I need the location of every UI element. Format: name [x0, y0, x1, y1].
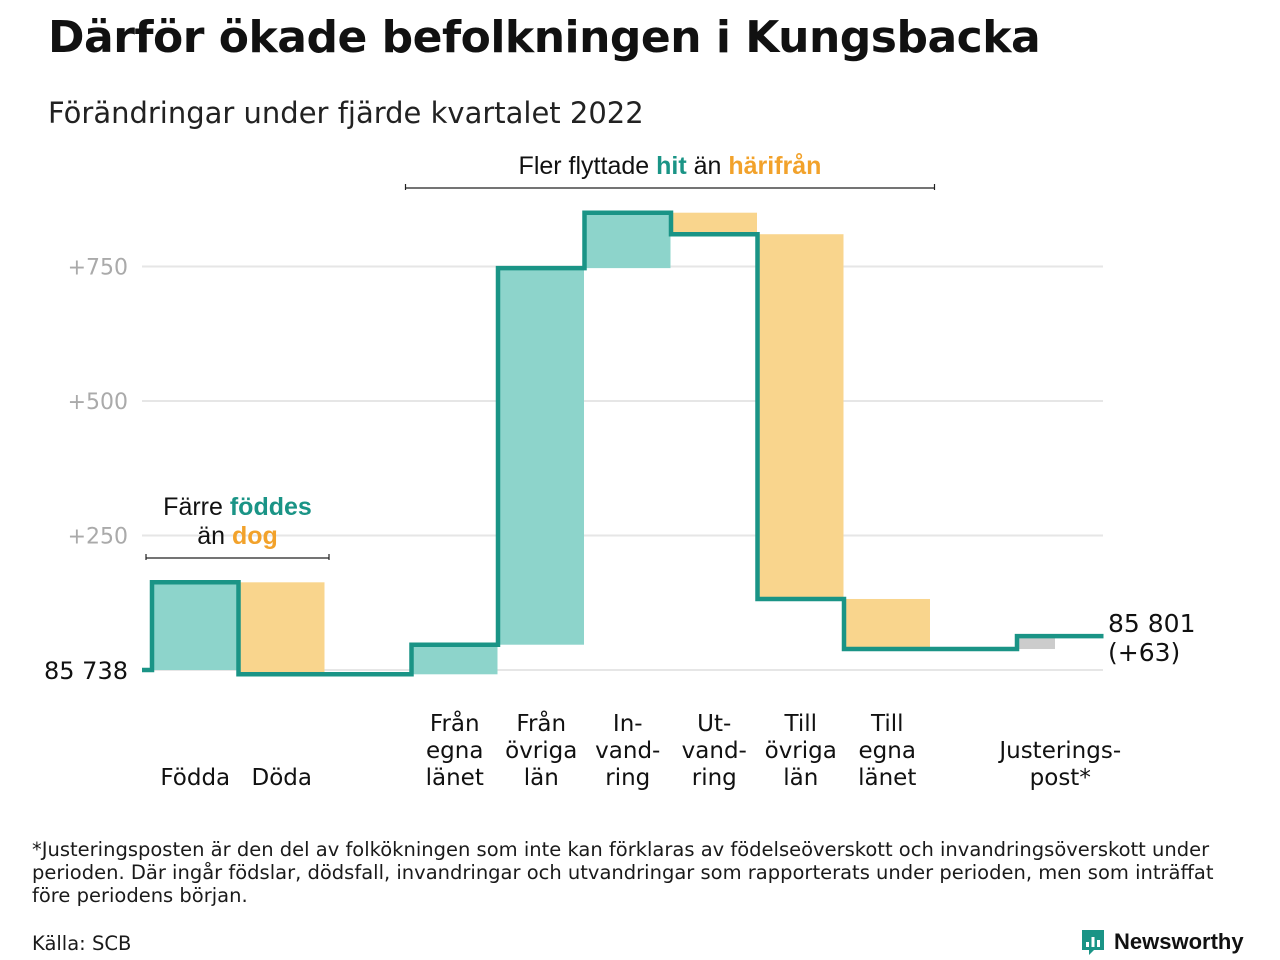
annotation-text: Fler flyttade hit än härifrån: [519, 152, 822, 180]
bar-step-10: [1017, 636, 1055, 650]
source-label: Källa: SCB: [32, 932, 132, 955]
annotation-text-segment: Fler flyttade: [519, 152, 657, 180]
x-category-label: Till: [783, 711, 817, 737]
x-category-label: länet: [858, 765, 916, 791]
x-category-label: Födda: [160, 765, 230, 791]
x-category-label: övriga: [505, 738, 577, 764]
y-tick-label: +250: [68, 525, 128, 550]
annotation-text-segment: Färre: [163, 493, 230, 521]
annotation-text-segment: hit: [656, 152, 687, 180]
x-category-label: egna: [426, 738, 483, 764]
bar-step-5: [584, 212, 671, 269]
x-category-label: post*: [1030, 765, 1091, 791]
annotation-text: Färre föddes: [163, 493, 312, 521]
annotation-text-segment: än: [687, 152, 729, 180]
bar-step-6: [671, 212, 757, 235]
brand: Newsworthy: [1080, 928, 1244, 956]
end-value-label: 85 801: [1108, 609, 1195, 638]
annotation-text: än dog: [197, 522, 278, 550]
bar-step-3: [411, 644, 498, 675]
x-category-label: länet: [426, 765, 484, 791]
footnote: *Justeringsposten är den del av folkökni…: [32, 838, 1214, 907]
bar-step-4: [498, 268, 584, 645]
start-value-label: 85 738: [44, 657, 128, 685]
cumulative-step-line: [142, 210, 1104, 677]
x-category-label: Från: [516, 709, 566, 737]
bar-step-8: [844, 598, 930, 650]
x-category-label: Döda: [252, 765, 312, 791]
x-category-label: Ut-: [697, 711, 731, 737]
annotation-text-segment: dog: [232, 522, 278, 550]
x-category-label: In-: [613, 711, 643, 737]
newsworthy-logo-icon: [1082, 930, 1104, 955]
x-category-label: Justerings-: [997, 738, 1121, 764]
x-category-label: vand-: [595, 738, 660, 764]
annotation-text-segment: föddes: [230, 493, 312, 521]
x-category-label: egna: [859, 738, 916, 764]
annotation-text-segment: härifrån: [728, 152, 821, 180]
x-category-label: län: [524, 765, 559, 791]
y-tick-label: +500: [68, 390, 128, 415]
x-category-label: övriga: [765, 738, 837, 764]
x-category-label: Till: [870, 711, 904, 737]
x-category-label: Från: [430, 709, 480, 737]
x-category-label: vand-: [682, 738, 747, 764]
chart-title: Därför ökade befolkningen i Kungsbacka: [48, 12, 1041, 63]
x-category-label: län: [783, 765, 818, 791]
x-category-label: ring: [692, 765, 737, 791]
chart-subtitle: Förändringar under fjärde kvartalet 2022: [48, 96, 644, 130]
bar-step-0: [152, 582, 238, 670]
annotation-text-segment: än: [197, 522, 232, 550]
brand-name: Newsworthy: [1114, 929, 1244, 954]
bar-step-7: [757, 234, 844, 599]
end-change-label: (+63): [1108, 638, 1180, 667]
y-tick-label: +750: [68, 256, 128, 281]
bar-step-1: [238, 582, 325, 675]
x-category-label: ring: [605, 765, 650, 791]
